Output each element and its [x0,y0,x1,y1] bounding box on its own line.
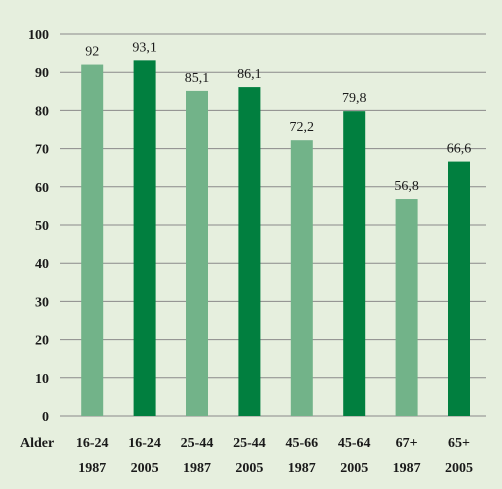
y-tick-label: 70 [35,143,49,158]
y-tick-label: 30 [35,295,49,310]
bar [133,60,156,416]
x-tick-label: 1987 [288,461,316,476]
x-tick-label: 25-44 [233,436,266,451]
data-label: 66,6 [447,142,472,157]
bar [343,111,366,416]
bar [238,87,261,417]
bar [186,90,208,416]
x-tick-label: 25-44 [181,436,214,451]
y-tick-label: 0 [42,410,49,425]
bar [81,64,104,416]
y-tick-label: 20 [35,334,49,349]
bar [395,199,418,416]
data-label: 72,2 [290,120,315,135]
data-label: 86,1 [237,67,262,82]
data-label: 85,1 [185,71,210,86]
y-tick-label: 10 [35,372,49,387]
data-label: 79,8 [342,91,367,106]
y-tick-label: 50 [35,219,49,234]
x-tick-label: 1987 [183,461,211,476]
bar [290,140,313,417]
y-tick-label: 40 [35,257,49,272]
x-tick-label: 2005 [131,461,159,476]
x-tick-label: 67+ [396,436,418,451]
x-tick-label: 2005 [235,461,263,476]
x-tick-label: 2005 [340,461,368,476]
x-tick-label: 45-66 [285,436,318,451]
x-axis-prefix-label: Alder [20,436,54,451]
x-tick-label: 2005 [445,461,473,476]
data-label: 92 [85,45,99,60]
x-tick-label: 65+ [448,436,470,451]
x-tick-label: 1987 [78,461,106,476]
x-tick-label: 16-24 [76,436,109,451]
x-tick-label: 45-64 [338,436,371,451]
y-tick-label: 100 [28,28,49,43]
x-tick-label: 1987 [393,461,421,476]
y-tick-label: 90 [35,66,49,81]
y-tick-label: 80 [35,104,49,119]
data-label: 93,1 [132,40,157,55]
bar [448,161,470,416]
x-tick-label: 16-24 [128,436,161,451]
y-tick-label: 60 [35,181,49,196]
data-label: 56,8 [394,179,419,194]
